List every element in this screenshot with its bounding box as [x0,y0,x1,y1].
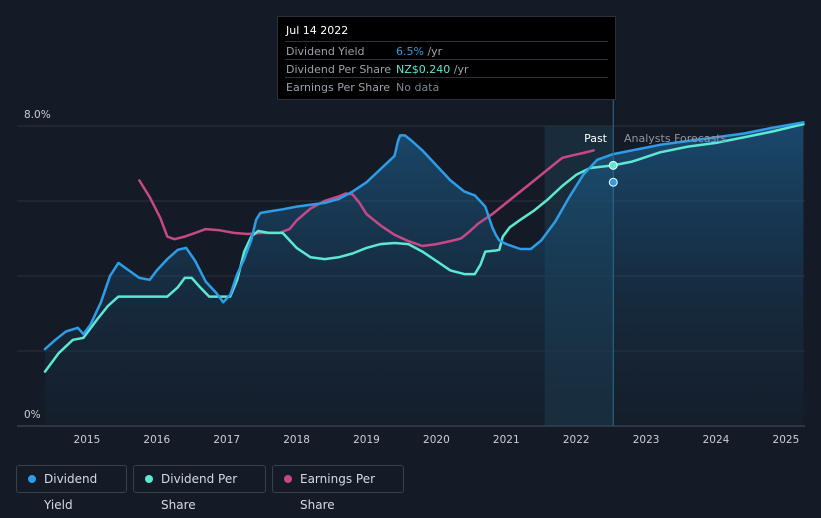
x-tick-label: 2021 [493,434,520,446]
x-tick-label: 2022 [563,434,590,446]
series-line-dividend-yield [43,121,805,351]
legend-earnings-per-share[interactable]: Earnings Per Share [272,465,404,512]
forecast-label: Analysts Forecasts [624,132,727,145]
tooltip-value: No data [396,81,440,94]
x-tick-label: 2024 [703,434,730,446]
legend-dot-icon [28,475,36,483]
legend-dividend-yield[interactable]: Dividend Yield [16,465,127,512]
tooltip-value: 6.5% /yr [396,45,443,58]
x-tick-label: 2016 [143,434,170,446]
tooltip-value: NZ$0.240 /yr [396,63,469,76]
x-tick-label: 2025 [773,434,800,446]
x-tick-label: 2015 [74,434,101,446]
x-tick-label: 2019 [353,434,380,446]
x-tick-label: 2018 [283,434,310,446]
past-label: Past [584,132,608,145]
tooltip-label: Earnings Per Share [286,81,391,94]
legend-dot-icon [284,475,292,483]
highlight-point-dividend-yield [608,177,618,187]
legend-dot-icon [145,475,153,483]
highlight-point-dividend-per-share [608,160,618,170]
tooltip-row-dividend-per-share: Dividend Per Share NZ$0.240 /yr [285,59,608,78]
x-tick-label: 2020 [423,434,450,446]
y-tick-top: 8.0% [24,109,51,121]
tooltip-row-dividend-yield: Dividend Yield 6.5% /yr [285,41,608,60]
tooltip-date: Jul 14 2022 [286,24,349,37]
series-line-dividend-per-share [43,122,805,373]
tooltip-row-earnings-per-share: Earnings Per Share No data [285,77,608,96]
hover-tooltip: Jul 14 2022 Dividend Yield 6.5% /yr Divi… [277,16,616,100]
x-tick-label: 2023 [633,434,660,446]
tooltip-label: Dividend Yield [286,45,365,58]
x-tick-label: 2017 [213,434,240,446]
tooltip-label: Dividend Per Share [286,63,392,76]
dividend-yield-area [45,122,804,427]
y-tick-bottom: 0% [24,409,41,421]
legend-dividend-per-share[interactable]: Dividend Per Share [133,465,266,512]
series-line-earnings-per-share [138,149,595,248]
